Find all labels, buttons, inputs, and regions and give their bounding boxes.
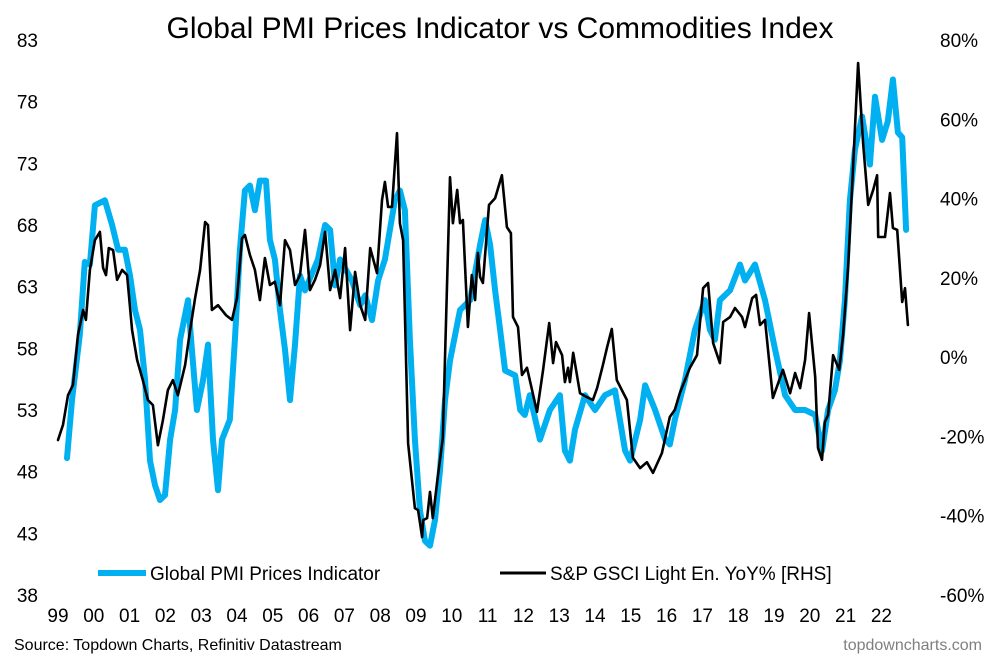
x-tick-label: 03 [191, 606, 212, 627]
source-note: Source: Topdown Charts, Refinitiv Datast… [14, 637, 342, 654]
x-tick-label: 14 [584, 606, 606, 627]
left-tick-label: 48 [17, 463, 38, 484]
left-tick-label: 63 [17, 278, 38, 299]
left-tick-label: 83 [17, 31, 38, 52]
legend-label-gsci: S&P GSCI Light En. YoY% [RHS] [550, 564, 832, 585]
x-tick-label: 07 [334, 606, 355, 627]
x-tick-label: 21 [835, 606, 856, 627]
right-tick-label: 20% [940, 269, 978, 290]
x-tick-label: 09 [405, 606, 426, 627]
gsci-light-energy-line [56, 61, 910, 539]
legend: Global PMI Prices Indicator S&P GSCI Lig… [98, 564, 832, 585]
x-tick-label: 99 [47, 606, 68, 627]
x-tick-label: 18 [728, 606, 749, 627]
series-lines [56, 61, 910, 549]
chart-title: Global PMI Prices Indicator vs Commoditi… [167, 12, 834, 45]
right-tick-label: -40% [940, 507, 984, 528]
x-tick-label: 13 [549, 606, 570, 627]
x-axis-ticks: 99 00 01 02 03 04 05 06 07 08 09 10 11 12 13 14 15 16 17 18… [47, 606, 892, 627]
left-tick-label: 43 [17, 524, 38, 545]
x-tick-label: 10 [441, 606, 462, 627]
x-tick-label: 06 [298, 606, 319, 627]
left-axis-ticks: 38 43 48 53 58 63 68 73 78 83 [17, 31, 38, 607]
x-tick-label: 11 [478, 606, 498, 627]
x-tick-label: 00 [83, 606, 104, 627]
left-tick-label: 53 [17, 401, 38, 422]
x-tick-label: 17 [692, 606, 713, 627]
x-tick-label: 20 [799, 606, 820, 627]
x-tick-label: 15 [620, 606, 641, 627]
x-tick-label: 08 [370, 606, 391, 627]
x-tick-label: 01 [119, 606, 140, 627]
right-tick-label: 60% [940, 110, 978, 131]
right-tick-label: 40% [940, 190, 978, 211]
x-tick-label: 02 [155, 606, 176, 627]
brand-watermark: topdowncharts.com [843, 637, 982, 654]
right-tick-label: 0% [940, 348, 968, 369]
right-tick-label: -20% [940, 427, 984, 448]
x-tick-label: 16 [656, 606, 677, 627]
right-tick-label: 80% [940, 31, 978, 52]
legend-label-pmi: Global PMI Prices Indicator [150, 564, 381, 585]
left-tick-label: 58 [17, 339, 38, 360]
left-tick-label: 68 [17, 216, 38, 237]
left-tick-label: 73 [17, 154, 38, 175]
x-tick-label: 22 [871, 606, 892, 627]
x-tick-label: 19 [763, 606, 784, 627]
left-tick-label: 38 [17, 586, 38, 607]
x-tick-label: 12 [513, 606, 534, 627]
right-tick-label: -60% [940, 586, 984, 607]
x-tick-label: 05 [262, 606, 283, 627]
right-axis-ticks: -60% -40% -20% 0% 20% 40% 60% 80% [940, 31, 984, 607]
x-tick-label: 04 [226, 606, 248, 627]
left-tick-label: 78 [17, 93, 38, 114]
